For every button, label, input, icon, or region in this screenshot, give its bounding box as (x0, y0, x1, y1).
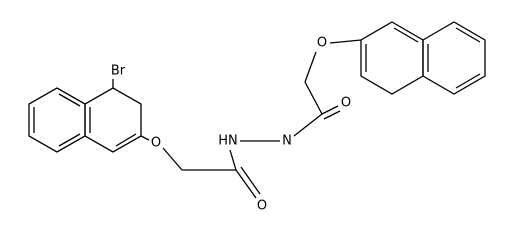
bond (293, 113, 323, 137)
bond (229, 149, 237, 171)
bond (235, 169, 257, 199)
atom-labels: Br O O HN N O O (111, 36, 351, 214)
double-bond (323, 110, 341, 120)
atom-label: O (341, 96, 351, 111)
atom-label: N (282, 134, 292, 149)
double-bond (393, 27, 419, 43)
atom-label: O (317, 36, 327, 51)
ring (28, 87, 86, 153)
double-bond (240, 166, 261, 195)
ring (360, 21, 424, 95)
double-bond (455, 27, 481, 43)
bond (304, 81, 323, 115)
ring (422, 21, 486, 95)
structure-diagram: Br O O HN N O O (28, 21, 486, 214)
double-bond (58, 93, 81, 107)
bond (162, 147, 183, 171)
bond (329, 39, 362, 44)
bond (304, 51, 317, 83)
bond (321, 105, 339, 115)
ring (84, 87, 142, 153)
double-bond (455, 73, 481, 89)
atom-label: Br (111, 64, 126, 79)
double-bond (58, 133, 81, 147)
atom-label: HN (218, 134, 238, 149)
atom-label: O (257, 199, 267, 214)
bond (140, 135, 150, 141)
atom-label: O (151, 136, 161, 151)
bonds (28, 21, 486, 199)
double-bond (115, 133, 137, 147)
